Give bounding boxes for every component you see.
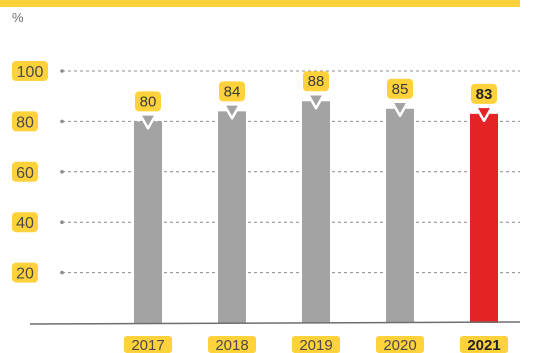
x-tick-label-2020: 2020: [383, 337, 416, 353]
y-tick-label-60: 60: [16, 165, 34, 182]
value-marker-2021: [474, 105, 494, 123]
x-tick-label-2021: 2021: [467, 337, 500, 353]
value-label-bg-2020: [387, 78, 413, 99]
gridline-marker-100: [60, 69, 64, 73]
y-tick-label-bg-60: [12, 161, 38, 182]
bar-2021: [470, 113, 498, 323]
x-axis-line: [29, 321, 521, 325]
x-tick-label-2019: 2019: [299, 337, 332, 353]
x-tick-label-2018: 2018: [215, 337, 248, 353]
bar-2019: [302, 101, 330, 324]
gridline-marker-80: [60, 119, 64, 124]
title-band: [0, 0, 520, 7]
value-marker-2018: [222, 103, 242, 120]
value-label-2021: 83: [476, 86, 493, 103]
x-tick-label-bg-2020: [376, 336, 424, 353]
value-label-2017: 80: [140, 93, 157, 110]
y-tick-label-20: 20: [16, 266, 34, 283]
x-tick-label-bg-2018: [208, 336, 256, 353]
grid-layer: 20 40 60 80 100: [12, 61, 520, 283]
gridline-marker-40: [60, 220, 64, 224]
value-label-bg-2017: [135, 91, 161, 112]
value-label-2018: 84: [224, 83, 241, 100]
y-tick-label-bg-80: [12, 111, 38, 132]
value-marker-2019: [306, 92, 326, 110]
value-label-bg-2021: [471, 83, 497, 104]
label-layer: 80 84 88 85 83: [135, 71, 497, 130]
value-marker-2020: [390, 100, 410, 118]
x-tick-label-2017: 2017: [131, 337, 164, 353]
bar-2020: [386, 108, 414, 323]
value-label-2019: 88: [308, 73, 325, 90]
value-marker-2017: [138, 113, 158, 130]
y-tick-label-bg-40: [12, 212, 38, 233]
value-label-2020: 85: [392, 81, 409, 98]
value-label-bg-2019: [303, 71, 329, 92]
unit-label: %: [12, 10, 24, 25]
bar-2018: [218, 111, 246, 323]
x-tick-label-bg-2021: [460, 336, 508, 353]
y-tick-label-100: 100: [17, 64, 44, 81]
y-tick-label-bg-100: [12, 61, 48, 81]
y-tick-label-80: 80: [16, 114, 34, 131]
y-tick-label-40: 40: [16, 215, 34, 232]
value-label-bg-2018: [219, 81, 245, 102]
x-tick-labels: 2017 2018 2019 2020 2021: [124, 336, 508, 353]
x-tick-label-bg-2017: [124, 336, 172, 353]
bar-2017: [134, 121, 162, 324]
gridline-marker-20: [60, 270, 64, 275]
x-tick-label-bg-2019: [292, 336, 340, 353]
y-tick-label-bg-20: [12, 262, 38, 283]
gridline-marker-60: [60, 170, 64, 174]
bar-layer: [134, 101, 498, 324]
